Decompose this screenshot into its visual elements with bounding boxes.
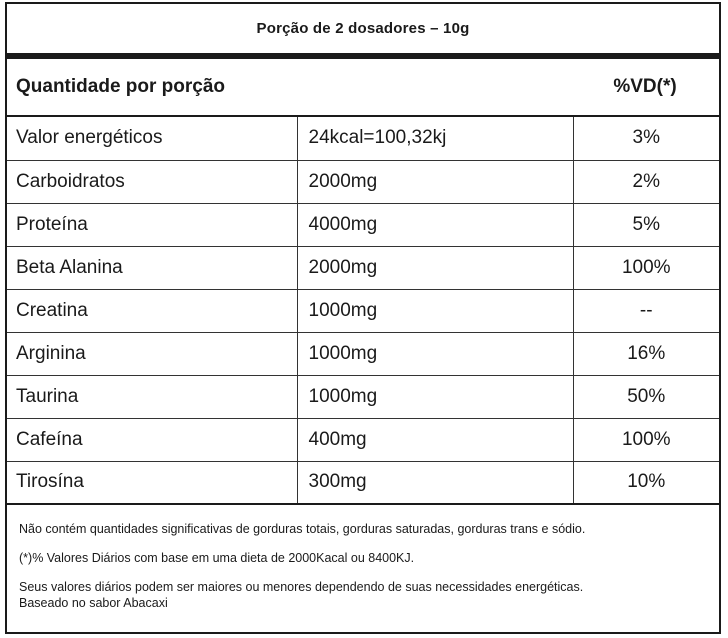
nutrition-table: Valor energéticos 24kcal=100,32kj 3% Car… bbox=[7, 117, 719, 505]
nutrient-amount: 24kcal=100,32kj bbox=[297, 117, 574, 161]
table-row: Arginina 1000mg 16% bbox=[7, 332, 719, 376]
nutrient-amount: 1000mg bbox=[297, 289, 574, 333]
nutrient-name: Creatina bbox=[7, 289, 298, 333]
nutrient-amount: 2000mg bbox=[297, 160, 574, 204]
column-header: Quantidade por porção %VD(*) bbox=[7, 59, 719, 117]
nutrient-daily-value: 100% bbox=[573, 246, 719, 290]
nutrient-amount: 300mg bbox=[297, 461, 574, 505]
table-row: Beta Alanina 2000mg 100% bbox=[7, 246, 719, 290]
nutrient-daily-value: 3% bbox=[573, 117, 719, 161]
nutrient-daily-value: -- bbox=[573, 289, 719, 333]
nutrient-daily-value: 100% bbox=[573, 418, 719, 462]
nutrient-name: Arginina bbox=[7, 332, 298, 376]
nutrient-name: Beta Alanina bbox=[7, 246, 298, 290]
nutrient-name: Proteína bbox=[7, 203, 298, 247]
serving-size-title: Porção de 2 dosadores – 10g bbox=[256, 20, 470, 37]
nutrient-name: Carboidratos bbox=[7, 160, 298, 204]
nutrient-amount: 1000mg bbox=[297, 375, 574, 419]
footnote-flavor: Baseado no sabor Abacaxi bbox=[19, 596, 168, 610]
footnote-energy-needs: Seus valores diários podem ser maiores o… bbox=[19, 580, 584, 594]
nutrient-amount: 400mg bbox=[297, 418, 574, 462]
daily-value-label: %VD(*) bbox=[613, 76, 677, 97]
nutrient-daily-value: 50% bbox=[573, 375, 719, 419]
table-row: Creatina 1000mg -- bbox=[7, 289, 719, 333]
nutrient-name: Valor energéticos bbox=[7, 117, 298, 161]
footnote-not-significant: Não contém quantidades significativas de… bbox=[19, 522, 586, 536]
footnote-daily-values: (*)% Valores Diários com base em uma die… bbox=[19, 551, 415, 565]
table-row: Proteína 4000mg 5% bbox=[7, 203, 719, 247]
nutrient-name: Cafeína bbox=[7, 418, 298, 462]
nutrient-daily-value: 10% bbox=[573, 461, 719, 505]
table-row: Carboidratos 2000mg 2% bbox=[7, 160, 719, 204]
quantity-per-serving-label: Quantidade por porção bbox=[16, 76, 226, 97]
nutrient-amount: 2000mg bbox=[297, 246, 574, 290]
table-row: Valor energéticos 24kcal=100,32kj 3% bbox=[7, 117, 719, 161]
thick-divider bbox=[7, 53, 719, 59]
nutrient-name: Tirosína bbox=[7, 461, 298, 505]
table-row: Tirosína 300mg 10% bbox=[7, 461, 719, 505]
nutrient-amount: 1000mg bbox=[297, 332, 574, 376]
nutrient-daily-value: 5% bbox=[573, 203, 719, 247]
nutrient-daily-value: 16% bbox=[573, 332, 719, 376]
nutrient-amount: 4000mg bbox=[297, 203, 574, 247]
nutrition-facts-panel: Porção de 2 dosadores – 10g Quantidade p… bbox=[5, 2, 721, 634]
nutrient-name: Taurina bbox=[7, 375, 298, 419]
table-row: Cafeína 400mg 100% bbox=[7, 418, 719, 462]
nutrient-daily-value: 2% bbox=[573, 160, 719, 204]
footnotes: Não contém quantidades significativas de… bbox=[7, 505, 719, 611]
table-row: Taurina 1000mg 50% bbox=[7, 375, 719, 419]
